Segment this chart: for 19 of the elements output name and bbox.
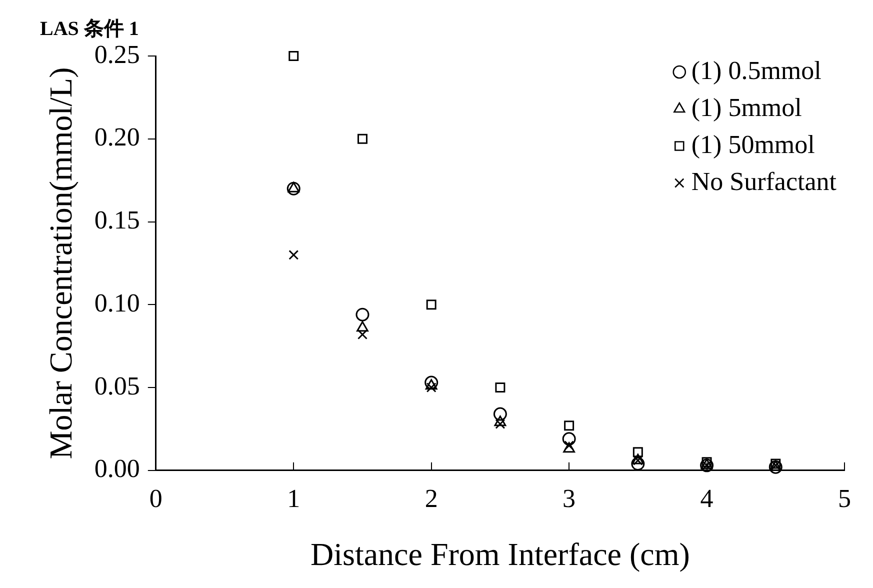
x-tick-label: 1 bbox=[287, 484, 300, 513]
chart-title: LAS 条件 1 bbox=[40, 18, 139, 40]
x-tick-label: 5 bbox=[838, 484, 851, 513]
y-tick-label: 0.05 bbox=[94, 371, 140, 400]
x-tick-label: 3 bbox=[562, 484, 576, 513]
y-tick-label: 0.00 bbox=[94, 454, 140, 484]
legend-label: (1) 0.5mmol bbox=[691, 56, 822, 85]
legend-label: (1) 5mmol bbox=[691, 92, 802, 122]
y-tick-label: 0.20 bbox=[94, 122, 140, 152]
legend-label: (1) 50mmol bbox=[691, 130, 815, 159]
y-tick-label: 0.10 bbox=[94, 288, 140, 318]
y-axis-title: Molar Concentration(mmol/L) bbox=[42, 67, 79, 460]
x-tick-label: 0 bbox=[149, 484, 162, 513]
x-axis-title: Distance From Interface (cm) bbox=[310, 536, 690, 572]
x-tick-label: 2 bbox=[424, 484, 438, 513]
x-tick-label: 4 bbox=[700, 484, 714, 513]
y-tick-label: 0.25 bbox=[94, 40, 140, 69]
legend-label: No Surfactant bbox=[691, 166, 838, 196]
y-tick-label: 0.15 bbox=[94, 206, 140, 235]
